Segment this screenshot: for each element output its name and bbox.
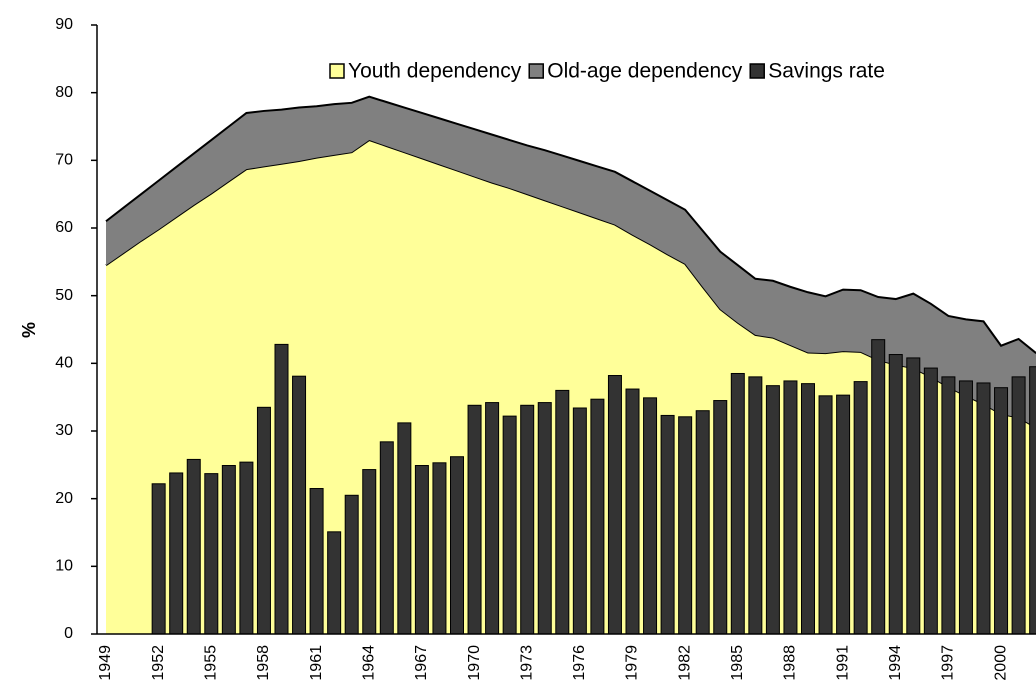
- bar: [432, 462, 447, 635]
- x-tick-label: 1961: [308, 645, 325, 681]
- y-axis-title: %: [19, 322, 39, 338]
- legend-label: Old-age dependency: [547, 60, 742, 83]
- y-tick-label: 40: [55, 355, 73, 372]
- bar: [327, 531, 342, 635]
- x-tick-label: 1952: [150, 645, 167, 681]
- bar: [783, 380, 798, 635]
- bar: [958, 380, 973, 635]
- y-tick-label: 50: [55, 287, 73, 304]
- x-tick-label: 1994: [887, 645, 904, 681]
- bar: [941, 376, 956, 635]
- bar: [906, 357, 921, 635]
- x-tick-label: 1988: [782, 645, 799, 681]
- x-tick-label: 1955: [203, 645, 220, 681]
- bar: [555, 389, 570, 635]
- bar: [976, 382, 991, 635]
- x-tick-label: 1982: [676, 645, 693, 681]
- legend-swatch: [528, 63, 544, 79]
- bar: [923, 367, 938, 635]
- plot-area: [105, 95, 1036, 635]
- bar: [625, 388, 640, 635]
- bar: [801, 383, 815, 635]
- bar: [221, 465, 236, 635]
- bar: [186, 458, 201, 635]
- bar: [853, 381, 868, 635]
- legend-label: Savings rate: [768, 60, 885, 83]
- x-tick-label: 1991: [834, 645, 851, 681]
- bar: [695, 410, 710, 635]
- bar: [309, 488, 324, 635]
- bar: [572, 407, 587, 635]
- bar: [379, 441, 394, 635]
- x-tick-label: 1970: [466, 645, 483, 681]
- bar: [151, 483, 166, 635]
- bar: [765, 385, 780, 635]
- bar: [292, 375, 307, 635]
- bar: [871, 339, 886, 635]
- x-tick-label: 1979: [624, 645, 641, 681]
- x-tick-label: 1958: [255, 645, 272, 681]
- bar: [818, 395, 833, 635]
- bar: [643, 397, 658, 635]
- bar: [836, 394, 851, 635]
- bar: [502, 415, 517, 635]
- area: [106, 96, 1036, 428]
- legend-swatch: [329, 63, 345, 79]
- bar: [485, 402, 500, 635]
- bar: [414, 465, 429, 635]
- y-tick-label: 60: [55, 219, 73, 236]
- legend-label: Youth dependency: [348, 60, 522, 83]
- x-tick-label: 1967: [413, 645, 430, 681]
- y-tick-label: 20: [55, 490, 73, 507]
- bar: [713, 400, 728, 635]
- y-tick-label: 30: [55, 422, 73, 439]
- y-tick-label: 80: [55, 84, 73, 101]
- bar: [467, 404, 482, 635]
- bar: [239, 461, 254, 635]
- x-tick-label: 1985: [729, 645, 746, 681]
- y-tick-label: 70: [55, 152, 73, 169]
- bar: [730, 372, 745, 635]
- bar: [590, 398, 605, 635]
- area-edge: [105, 95, 1036, 354]
- x-tick-label: 1976: [571, 645, 588, 681]
- bar: [748, 376, 763, 635]
- bar: [274, 343, 289, 635]
- bar: [344, 494, 359, 635]
- bar: [660, 414, 675, 635]
- bar: [169, 472, 184, 635]
- bar: [678, 416, 693, 635]
- bar: [362, 469, 377, 635]
- legend-swatch: [749, 63, 765, 79]
- x-tick-label: 1973: [518, 645, 535, 681]
- y-tick-label: 90: [55, 16, 73, 33]
- x-tick-label: 1964: [360, 645, 377, 681]
- bar: [256, 406, 271, 635]
- x-tick-label: 1997: [940, 645, 957, 681]
- bar: [537, 402, 552, 635]
- bar: [1011, 376, 1026, 635]
- x-tick-label: 1949: [97, 645, 114, 681]
- bar: [1029, 366, 1036, 635]
- bar: [888, 354, 903, 635]
- y-tick-label: 0: [64, 625, 73, 642]
- bar: [607, 375, 622, 635]
- bar: [994, 387, 1009, 635]
- bar: [450, 456, 464, 635]
- bar: [520, 404, 535, 635]
- x-tick-label: 2000: [992, 645, 1009, 681]
- bar: [204, 473, 219, 635]
- y-tick-label: 10: [55, 558, 73, 575]
- bar: [397, 422, 412, 635]
